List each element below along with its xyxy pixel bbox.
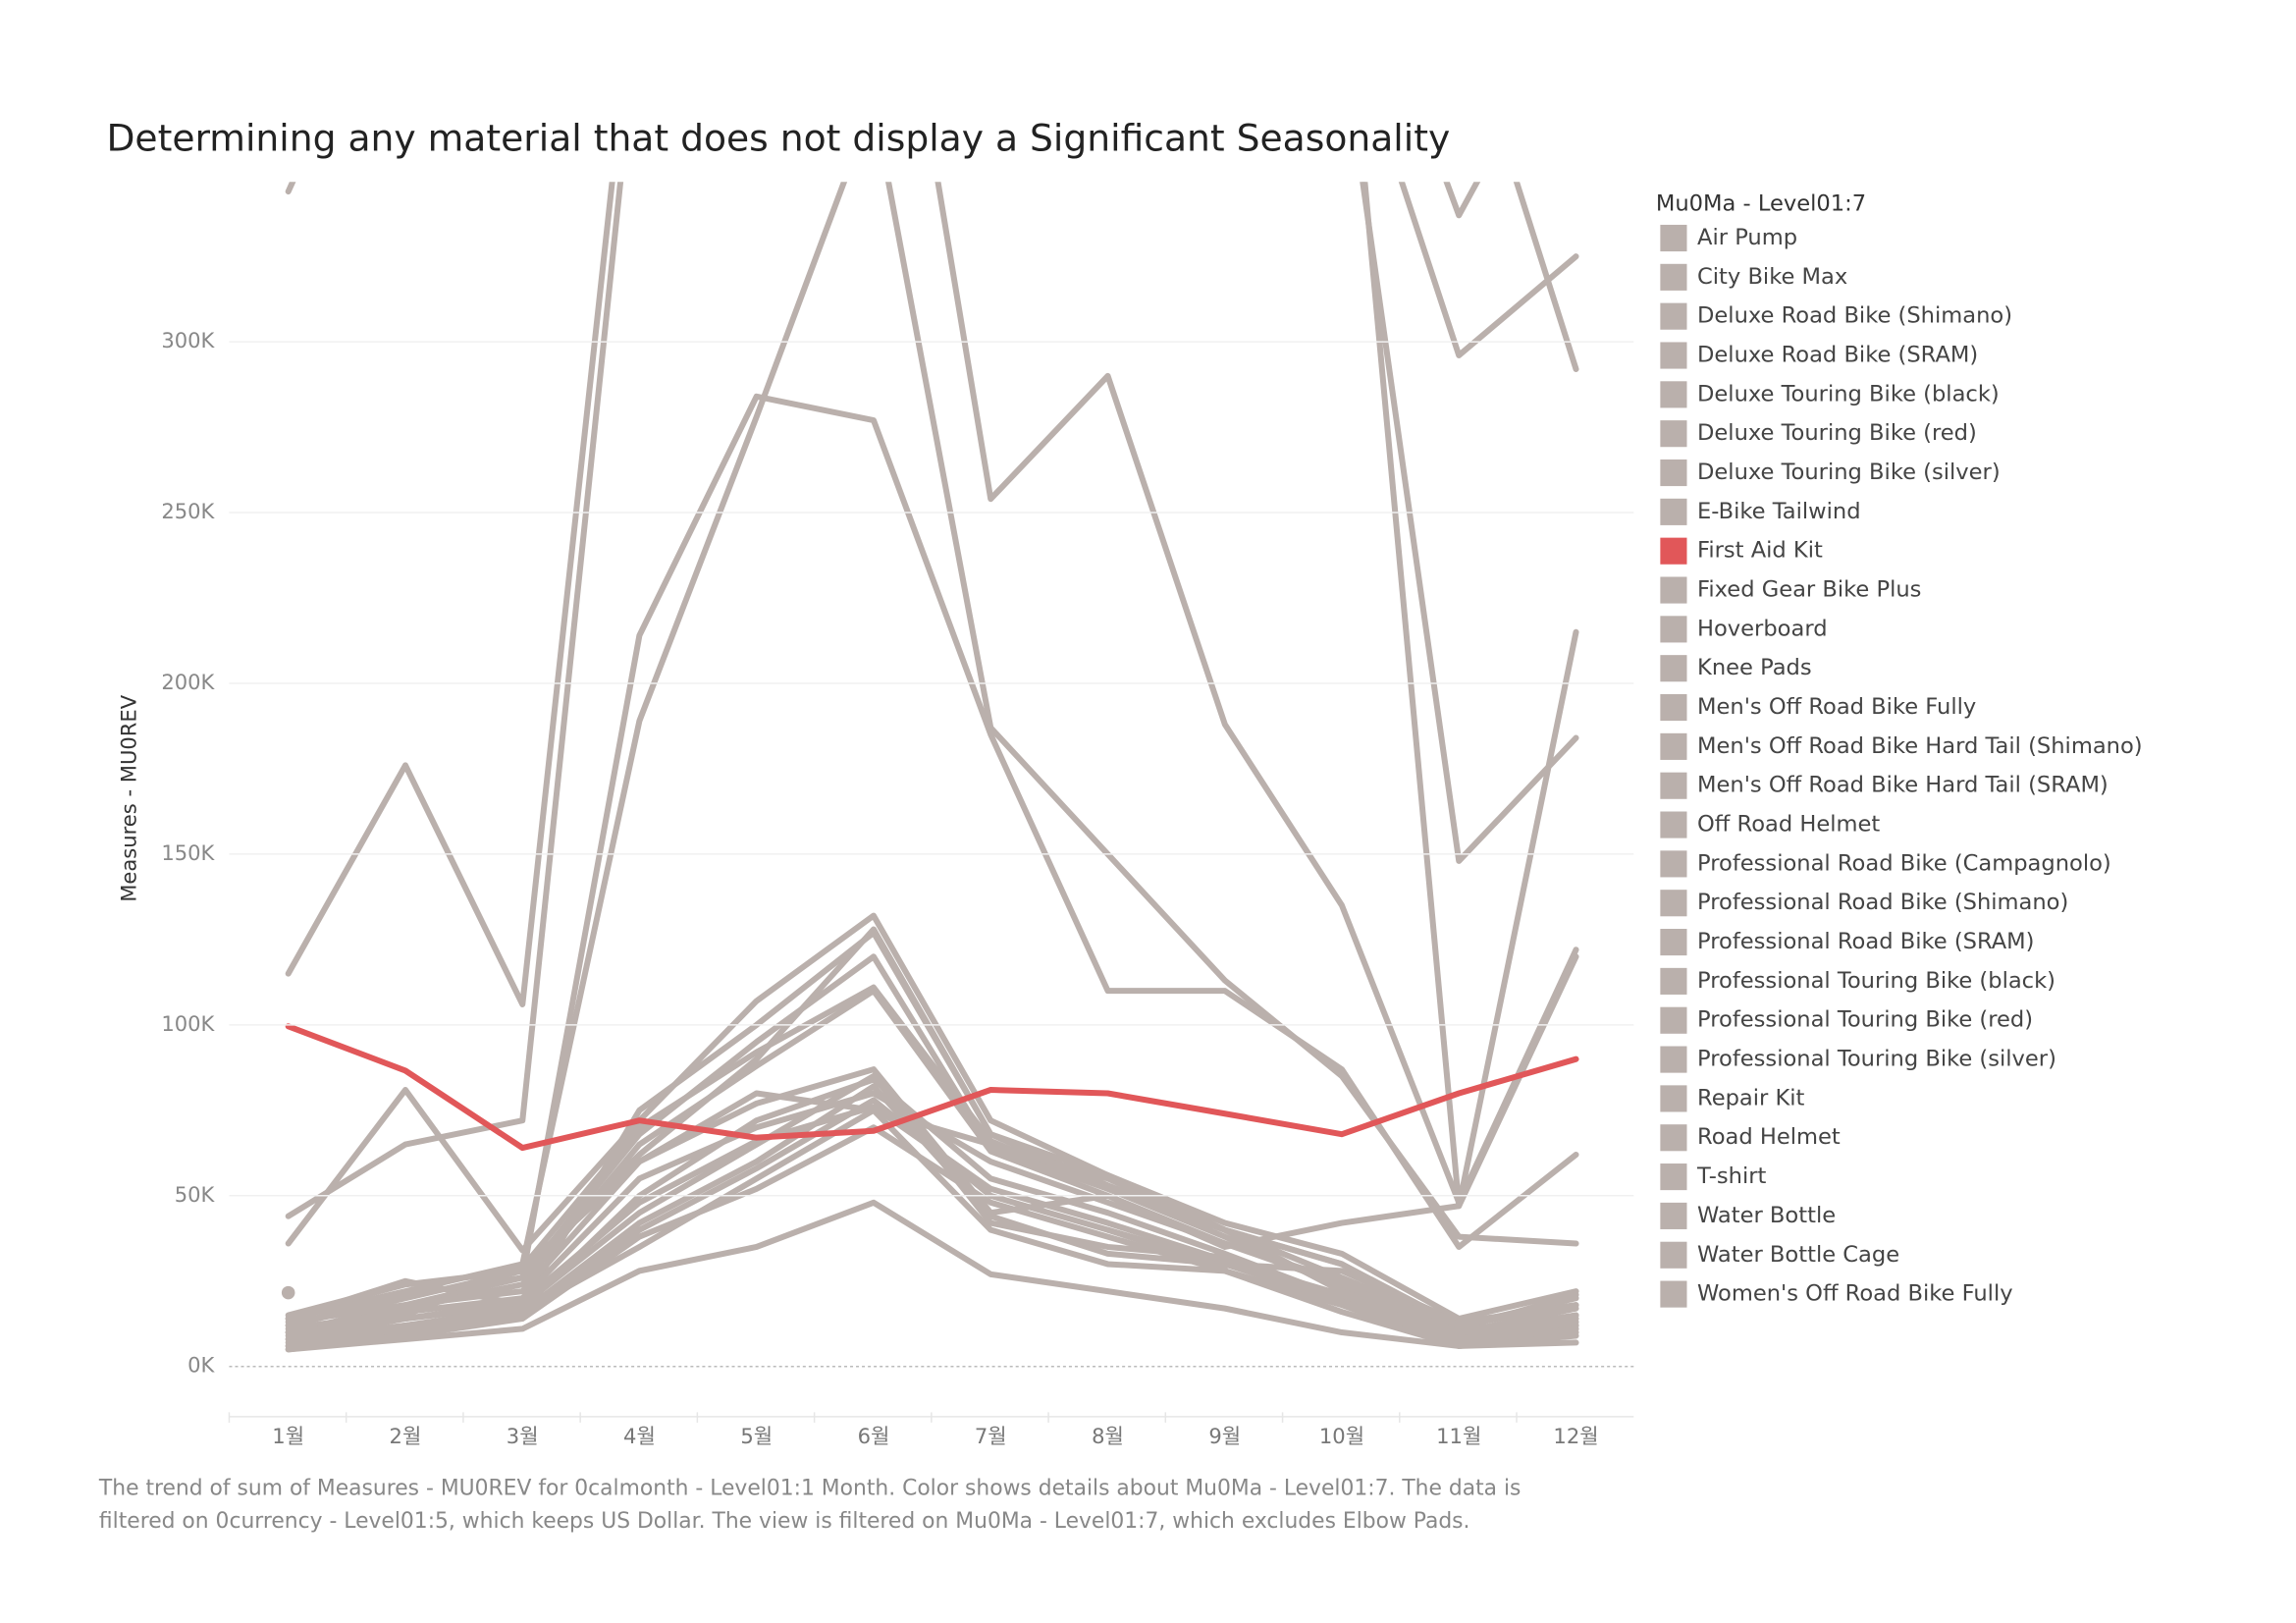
legend-label: Water Bottle Cage [1697, 1242, 1899, 1268]
highlight-line [285, 1023, 1579, 1152]
legend-swatch [1660, 1006, 1687, 1034]
legend-swatch [1660, 224, 1687, 252]
line [285, 988, 1579, 1339]
legend-swatch [1660, 850, 1687, 878]
legend-swatch [1660, 263, 1687, 291]
legend-label: Deluxe Touring Bike (red) [1697, 420, 1977, 446]
legend-swatch [1660, 732, 1687, 760]
legend-label: Water Bottle [1697, 1203, 1836, 1228]
legend-title: Mu0Ma - Level01:7 [1656, 190, 1866, 216]
line [285, 182, 1481, 219]
legend-swatch [1660, 693, 1687, 722]
legend-swatch [1660, 967, 1687, 995]
point [281, 1285, 295, 1300]
line [1398, 182, 1579, 358]
line [285, 1124, 1579, 1353]
x-tick-label: 8월 [1092, 1424, 1124, 1448]
legend-swatch [1660, 1163, 1687, 1191]
x-tick-label: 7월 [975, 1424, 1007, 1448]
legend-swatch [1660, 890, 1687, 917]
legend-swatch [1660, 1280, 1687, 1308]
legend-label: Air Pump [1697, 225, 1797, 250]
legend-label: Deluxe Road Bike (Shimano) [1697, 303, 2012, 329]
line [285, 182, 1579, 1219]
legend-label: Professional Road Bike (SRAM) [1697, 929, 2034, 954]
legend-swatch [1660, 1085, 1687, 1112]
x-tick-label: 12월 [1553, 1424, 1598, 1448]
legend-label: Professional Touring Bike (black) [1697, 968, 2056, 994]
y-tick-label: 100K [161, 1011, 215, 1036]
legend-label: Off Road Helmet [1697, 812, 1880, 838]
legend-label: Deluxe Touring Bike (black) [1697, 381, 2000, 406]
legend-swatch [1660, 772, 1687, 799]
x-tick-label: 3월 [507, 1424, 539, 1448]
legend-label: Fixed Gear Bike Plus [1697, 577, 1921, 603]
legend-label: Professional Touring Bike (silver) [1697, 1047, 2056, 1072]
legend-swatch [1660, 576, 1687, 604]
legend-label: Deluxe Touring Bike (silver) [1697, 460, 2001, 485]
legend-label: Women's Off Road Bike Fully [1697, 1281, 2013, 1307]
x-tick-label: 1월 [272, 1424, 304, 1448]
plot-area [281, 182, 1579, 1353]
legend-label: Men's Off Road Bike Hard Tail (SRAM) [1697, 773, 2109, 798]
legend-label: T-shirt [1696, 1163, 1766, 1189]
x-tick-label: 11월 [1436, 1424, 1481, 1448]
legend-label: Knee Pads [1697, 655, 1812, 680]
y-tick-label: 50K [175, 1182, 216, 1207]
legend-swatch [1660, 302, 1687, 330]
legend-label: E-Bike Tailwind [1697, 499, 1861, 524]
x-tick-label: 6월 [858, 1424, 890, 1448]
legend-swatch [1660, 811, 1687, 839]
line [285, 1199, 1579, 1353]
legend-swatch [1660, 1202, 1687, 1229]
caption: The trend of sum of Measures - MU0REV fo… [98, 1477, 1522, 1501]
legend-swatch [1660, 1124, 1687, 1152]
legend-swatch [1660, 1241, 1687, 1269]
legend-swatch [1660, 655, 1687, 682]
legend-swatch [1660, 498, 1687, 525]
legend-swatch [1660, 537, 1687, 565]
legend-label: Hoverboard [1697, 616, 1828, 641]
legend-swatch [1660, 420, 1687, 448]
x-tick-label: 4월 [623, 1424, 656, 1448]
legend-label: Men's Off Road Bike Hard Tail (Shimano) [1697, 733, 2143, 759]
legend-swatch [1660, 342, 1687, 369]
x-tick-label: 5월 [740, 1424, 773, 1448]
y-tick-label: 150K [161, 840, 215, 865]
x-tick-label: 2월 [390, 1424, 422, 1448]
legend-label: City Bike Max [1697, 264, 1847, 290]
y-tick-label: 300K [161, 328, 215, 352]
legend-label: Professional Touring Bike (red) [1697, 1007, 2033, 1033]
y-axis-title: Measures - MU0REV [117, 694, 141, 902]
line [285, 953, 1579, 1328]
legend-label: Deluxe Road Bike (SRAM) [1697, 343, 1978, 368]
x-tick-label: 10월 [1319, 1424, 1364, 1448]
legend-swatch [1660, 381, 1687, 408]
legend-swatch [1660, 459, 1687, 487]
legend-swatch [1660, 1046, 1687, 1073]
legend-label: Men's Off Road Bike Fully [1697, 694, 1976, 720]
chart-title: Determining any material that does not d… [106, 117, 1450, 160]
y-tick-label: 200K [161, 670, 215, 694]
caption: filtered on 0currency - Level01:5, which… [99, 1509, 1470, 1534]
legend-label: Professional Road Bike (Campagnolo) [1697, 850, 2111, 876]
x-tick-label: 9월 [1208, 1424, 1241, 1448]
legend-label: Repair Kit [1697, 1085, 1805, 1110]
legend-label: Professional Road Bike (Shimano) [1697, 890, 2068, 915]
legend-label: First Aid Kit [1697, 538, 1823, 564]
line [1104, 1226, 1228, 1271]
y-tick-label: 250K [161, 499, 215, 523]
line [285, 926, 1579, 1323]
y-tick-label: 0K [187, 1353, 215, 1378]
line [285, 182, 1579, 1210]
legend-swatch [1660, 616, 1687, 643]
line [285, 1104, 1579, 1342]
legend-swatch [1660, 929, 1687, 956]
line [285, 912, 1579, 1328]
legend-label: Road Helmet [1697, 1124, 1841, 1150]
